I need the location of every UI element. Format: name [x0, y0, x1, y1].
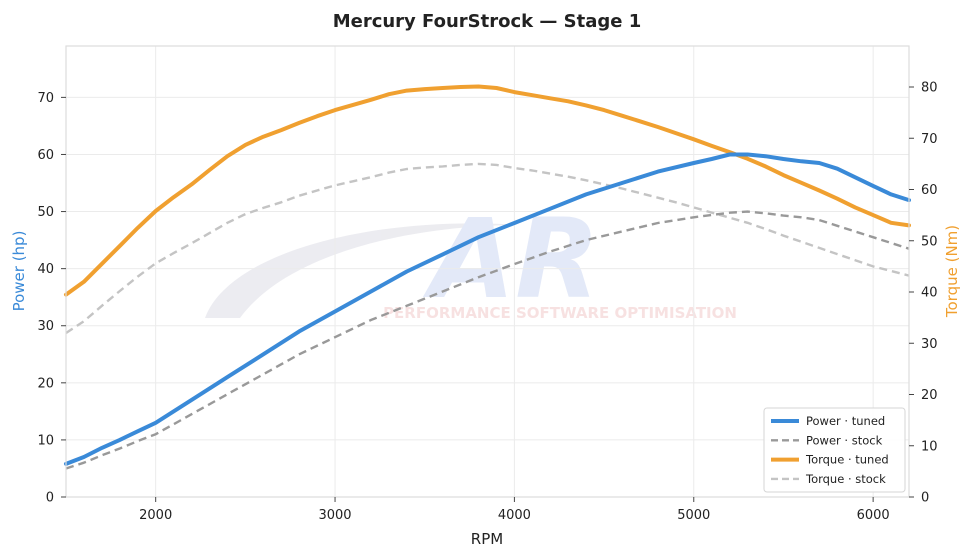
y-right-tick-label: 0	[921, 491, 929, 506]
y-right-tick-label: 60	[921, 183, 938, 198]
series-line-torque-stock	[65, 162, 910, 335]
x-tick-label: 3000	[318, 508, 351, 523]
series-line-power-stock	[65, 210, 910, 470]
y-left-tick-label: 40	[37, 262, 54, 277]
legend-label-power-tuned: Power · tuned	[806, 414, 885, 428]
y-right-tick-label: 80	[921, 81, 938, 96]
series-layer	[64, 84, 911, 470]
plot-frame	[65, 45, 910, 498]
x-tick-label: 6000	[857, 508, 890, 523]
y-axis-right-label: Torque (Nm)	[943, 225, 961, 318]
y-left-tick-label: 20	[37, 376, 54, 391]
y-left-tick-label: 50	[37, 205, 54, 220]
series-line-power-tuned	[64, 152, 911, 466]
y-left-tick-label: 0	[46, 491, 54, 506]
y-left-tick-label: 70	[37, 91, 54, 106]
y-right-tick-label: 50	[921, 234, 938, 249]
y-axis-left-label: Power (hp)	[10, 231, 28, 312]
watermark-logo: AR PERFORMANCE SOFTWARE OPTIMISATION	[205, 195, 737, 323]
watermark-swoosh-icon	[205, 223, 520, 318]
x-tick-label: 4000	[498, 508, 531, 523]
y-left-tick-label: 30	[37, 319, 54, 334]
y-right-tick-label: 40	[921, 286, 938, 301]
legend-label-torque-stock: Torque · stock	[805, 472, 886, 486]
x-tick-label: 5000	[677, 508, 710, 523]
y-right-tick-label: 20	[921, 388, 938, 403]
axes: 2000 3000 4000 5000 6000 0 10 20 30 40 50 60 70 0 10 20…	[37, 45, 938, 523]
watermark-logo-text: AR	[422, 195, 600, 323]
legend-box	[763, 407, 906, 493]
watermark-tagline: PERFORMANCE SOFTWARE OPTIMISATION	[383, 304, 737, 322]
y-left-tick-label: 10	[37, 433, 54, 448]
legend-label-torque-tuned: Torque · tuned	[805, 453, 889, 467]
x-axis-label: RPM	[471, 530, 503, 548]
y-left-tick-label: 60	[37, 148, 54, 163]
y-right-tick-label: 70	[921, 132, 938, 147]
legend: Power · tuned Power · stock Torque · tuned…	[763, 407, 906, 493]
legend-label-power-stock: Power · stock	[806, 433, 883, 447]
x-tick-label: 2000	[139, 508, 172, 523]
y-right-tick-label: 30	[921, 337, 938, 352]
series-line-torque-tuned	[64, 84, 911, 297]
chart-title: Mercury FourStrock — Stage 1	[333, 11, 642, 32]
y-right-tick-label: 10	[921, 439, 938, 454]
